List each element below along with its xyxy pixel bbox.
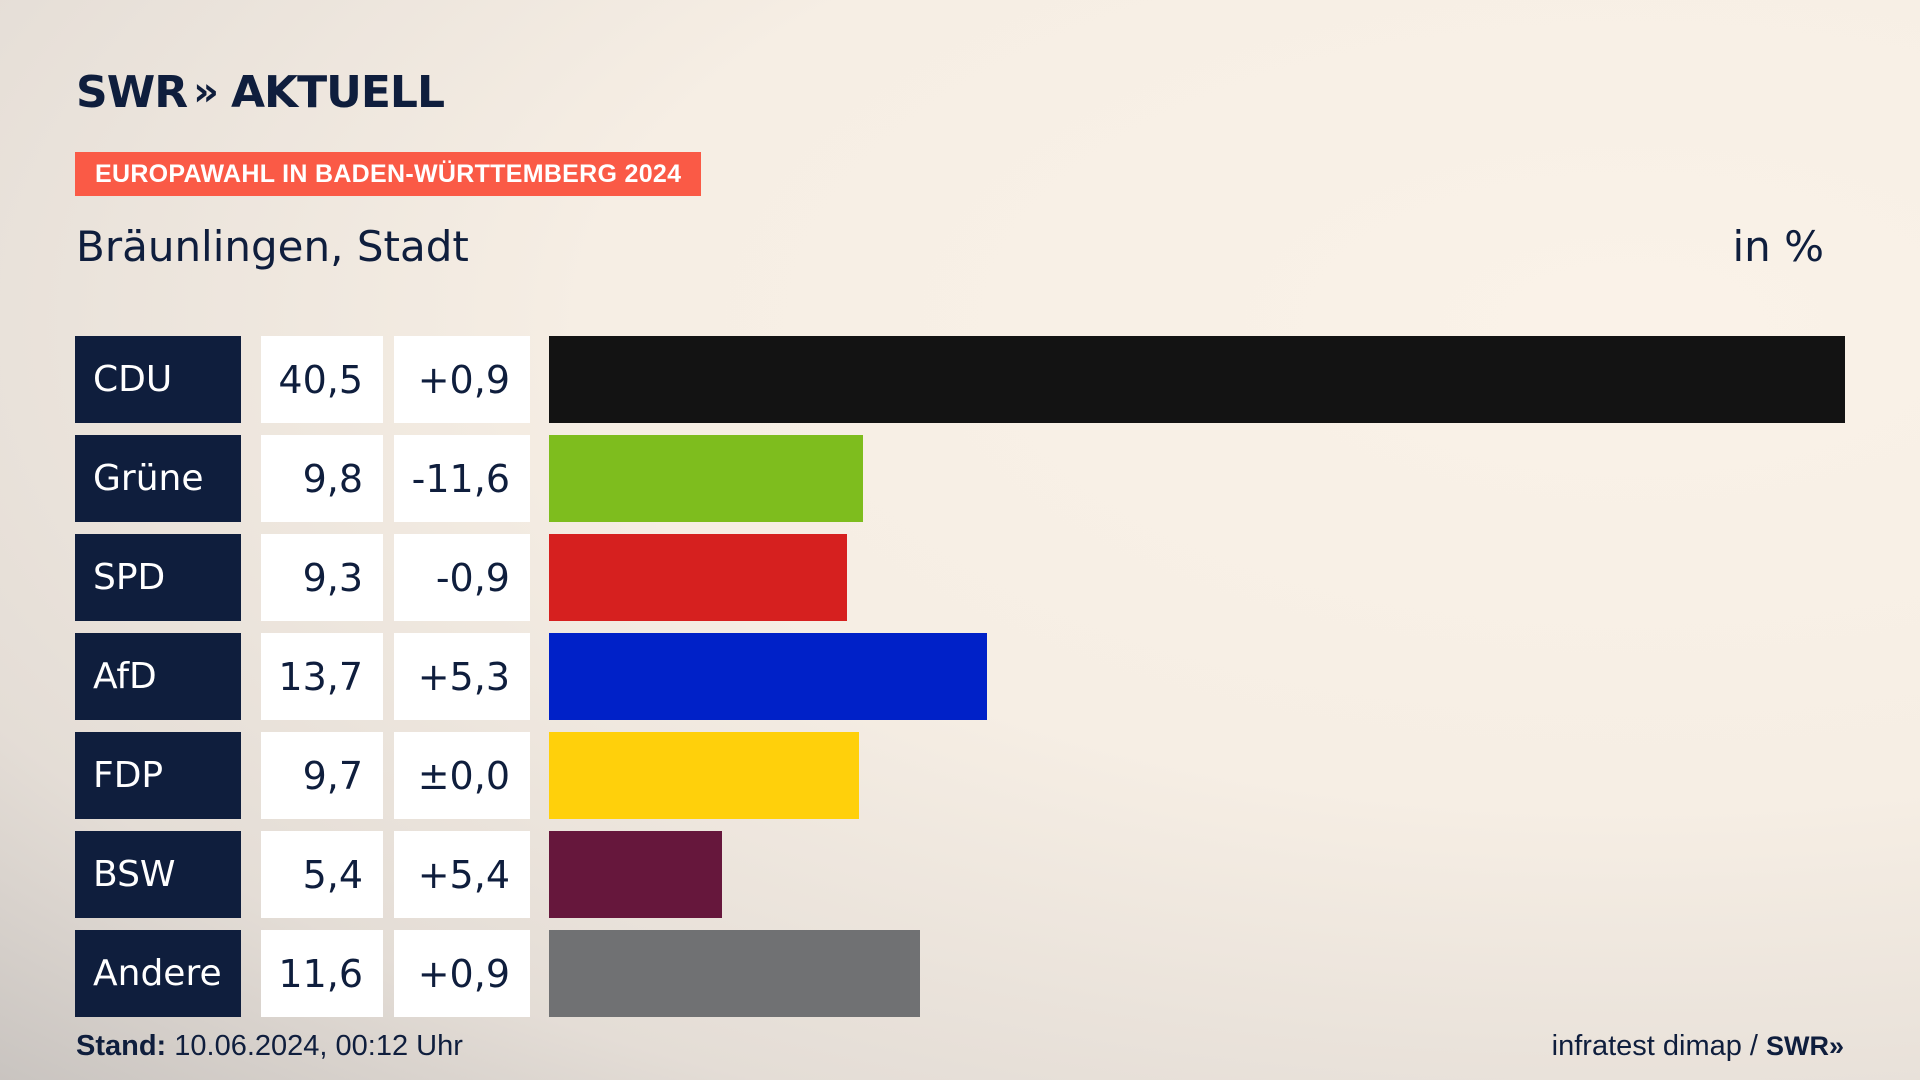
result-row: FDP 9,7 ±0,0	[75, 732, 1845, 819]
footer-timestamp: Stand: 10.06.2024, 00:12 Uhr	[76, 1030, 463, 1063]
vote-share-change: +0,9	[394, 930, 530, 1017]
result-bar	[549, 732, 859, 819]
aktuell-logo-text: AKTUELL	[230, 66, 445, 118]
vote-share-change: -11,6	[394, 435, 530, 522]
vote-share-change: -0,9	[394, 534, 530, 621]
vote-share-change: +5,4	[394, 831, 530, 918]
result-row: AfD 13,7 +5,3	[75, 633, 1845, 720]
result-row: SPD 9,3 -0,9	[75, 534, 1845, 621]
result-bar	[549, 930, 920, 1017]
election-kicker-badge: EUROPAWAHL IN BADEN-WÜRTTEMBERG 2024	[75, 152, 702, 196]
party-label: Andere	[75, 930, 241, 1017]
vote-share-value: 13,7	[261, 633, 383, 720]
result-bar	[549, 534, 847, 621]
stand-value: 10.06.2024, 00:12 Uhr	[174, 1030, 463, 1062]
vote-share-change: +5,3	[394, 633, 530, 720]
swr-logo-text: SWR	[76, 66, 188, 118]
footer-source: infratest dimap / SWR»	[1552, 1030, 1844, 1063]
party-label: Grüne	[75, 435, 241, 522]
vote-share-value: 5,4	[261, 831, 383, 918]
unit-label: in %	[1732, 222, 1824, 271]
chart-subtitle: Bräunlingen, Stadt	[76, 222, 469, 271]
stand-label: Stand:	[76, 1030, 167, 1062]
vote-share-value: 40,5	[261, 336, 383, 423]
vote-share-value: 9,7	[261, 732, 383, 819]
party-label: BSW	[75, 831, 241, 918]
party-label: SPD	[75, 534, 241, 621]
result-bar	[549, 831, 722, 918]
result-bar	[549, 633, 987, 720]
vote-share-value: 9,3	[261, 534, 383, 621]
party-label: FDP	[75, 732, 241, 819]
party-label: AfD	[75, 633, 241, 720]
result-row: Andere 11,6 +0,9	[75, 930, 1845, 1017]
party-label: CDU	[75, 336, 241, 423]
double-chevron-icon: »	[193, 69, 219, 115]
source-text: infratest dimap /	[1551, 1030, 1758, 1062]
result-bar	[549, 435, 863, 522]
vote-share-value: 11,6	[261, 930, 383, 1017]
vote-share-change: ±0,0	[394, 732, 530, 819]
vote-share-change: +0,9	[394, 336, 530, 423]
result-row: BSW 5,4 +5,4	[75, 831, 1845, 918]
swr-mini-logo: SWR»	[1765, 1031, 1844, 1061]
vote-share-value: 9,8	[261, 435, 383, 522]
result-row: Grüne 9,8 -11,6	[75, 435, 1845, 522]
result-row: CDU 40,5 +0,9	[75, 336, 1845, 423]
result-bar	[549, 336, 1845, 423]
swr-aktuell-logo: SWR » AKTUELL	[76, 66, 445, 118]
